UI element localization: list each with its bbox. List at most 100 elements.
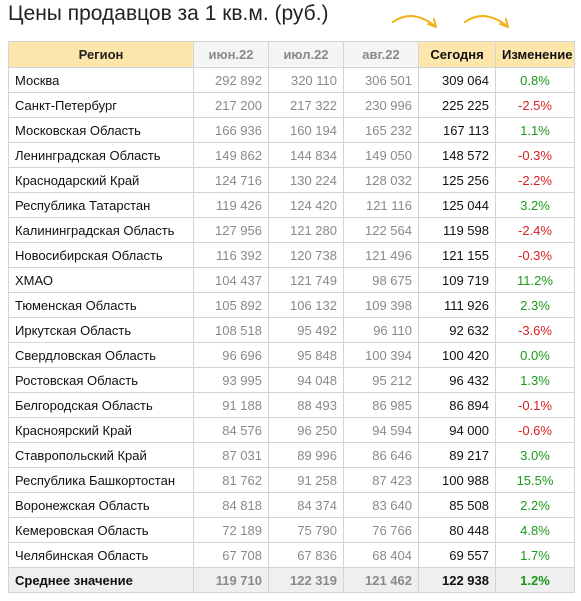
cell-today: 167 113 [418,117,496,143]
cell-today: 89 217 [418,442,496,468]
cell-aug: 86 985 [343,392,419,418]
cell-change: 11.2% [495,267,575,293]
column-header-jul: июл.22 [268,41,344,68]
table-row: Москва 292 892 320 110 306 501 309 064 0.8% [8,67,575,93]
cell-region: Красноярский Край [8,417,194,443]
cell-region: Белгородская Область [8,392,194,418]
cell-jun: 149 862 [193,142,269,168]
cell-change: 4.8% [495,517,575,543]
cell-change: -2.4% [495,217,575,243]
cell-aug: 83 640 [343,492,419,518]
cell-jul: 121 749 [268,267,344,293]
cell-jul: 130 224 [268,167,344,193]
cell-change: 1.2% [495,567,575,593]
cell-change: -0.3% [495,142,575,168]
cell-change: 3.2% [495,192,575,218]
cell-today: 100 420 [418,342,496,368]
table-row: Новосибирская Область 116 392 120 738 121 4… [8,242,575,268]
cell-today: 122 938 [418,567,496,593]
cell-region: Ставропольский Край [8,442,194,468]
cell-change: 15.5% [495,467,575,493]
cell-jun: 84 576 [193,417,269,443]
cell-region: Среднее значение [8,567,194,593]
cell-change: 2.3% [495,292,575,318]
table-row: Тюменская Область 105 892 106 132 109 398 11… [8,292,575,318]
table-row: Санкт-Петербург 217 200 217 322 230 996 225 … [8,92,575,118]
cell-change: 0.8% [495,67,575,93]
cell-change: 1.1% [495,117,575,143]
cell-region: ХМАО [8,267,194,293]
table-row: Республика Татарстан 119 426 124 420 121 11… [8,192,575,218]
column-header-today: Сегодня [418,41,496,68]
cell-jul: 217 322 [268,92,344,118]
cell-aug: 230 996 [343,92,419,118]
cell-today: 148 572 [418,142,496,168]
table-row: Республика Башкортостан 81 762 91 258 87 42… [8,467,575,493]
cell-aug: 87 423 [343,467,419,493]
cell-today: 121 155 [418,242,496,268]
price-table: Регион июн.22 июл.22 авг.22 Сегодня Изме… [8,41,575,593]
cell-region: Тюменская Область [8,292,194,318]
cell-jul: 67 836 [268,542,344,568]
cell-region: Ленинградская Область [8,142,194,168]
cell-aug: 95 212 [343,367,419,393]
cell-change: 1.7% [495,542,575,568]
cell-change: -0.6% [495,417,575,443]
column-header-change: Изменение [495,41,575,68]
cell-region: Краснодарский Край [8,167,194,193]
cell-aug: 149 050 [343,142,419,168]
cell-region: Республика Татарстан [8,192,194,218]
cell-aug: 96 110 [343,317,419,343]
table-row: Краснодарский Край 124 716 130 224 128 032 1… [8,167,575,193]
table-row: Ставропольский Край 87 031 89 996 86 646 89 … [8,442,575,468]
cell-jul: 120 738 [268,242,344,268]
cell-jun: 96 696 [193,342,269,368]
cell-jun: 119 710 [193,567,269,593]
cell-region: Республика Башкортостан [8,467,194,493]
cell-change: 2.2% [495,492,575,518]
table-row: Красноярский Край 84 576 96 250 94 594 94 00… [8,417,575,443]
cell-today: 85 508 [418,492,496,518]
average-row: Среднее значение 119 710 122 319 121 462 122… [8,567,575,593]
cell-jun: 91 188 [193,392,269,418]
cell-jun: 127 956 [193,217,269,243]
table-row: Калининградская Область 127 956 121 280 122… [8,217,575,243]
table-row: Ростовская Область 93 995 94 048 95 212 96 4… [8,367,575,393]
cell-jul: 320 110 [268,67,344,93]
cell-jun: 166 936 [193,117,269,143]
cell-jun: 116 392 [193,242,269,268]
cell-jul: 106 132 [268,292,344,318]
cell-jun: 292 892 [193,67,269,93]
cell-jul: 91 258 [268,467,344,493]
cell-today: 125 044 [418,192,496,218]
cell-region: Новосибирская Область [8,242,194,268]
cell-today: 86 894 [418,392,496,418]
cell-today: 94 000 [418,417,496,443]
table-row: Челябинская Область 67 708 67 836 68 404 69 … [8,542,575,568]
column-header-aug: авг.22 [343,41,419,68]
cell-jun: 81 762 [193,467,269,493]
cell-aug: 86 646 [343,442,419,468]
cell-jul: 84 374 [268,492,344,518]
table-row: Свердловская Область 96 696 95 848 100 394 1… [8,342,575,368]
cell-jul: 95 492 [268,317,344,343]
column-header-region: Регион [8,41,194,68]
cell-aug: 121 116 [343,192,419,218]
cell-aug: 121 462 [343,567,419,593]
page-title: Цены продавцов за 1 кв.м. (руб.) [8,2,329,25]
table-row: Кемеровская Область 72 189 75 790 76 766 80 … [8,517,575,543]
cell-jun: 67 708 [193,542,269,568]
cell-region: Челябинская Область [8,542,194,568]
cell-jul: 94 048 [268,367,344,393]
cell-jun: 72 189 [193,517,269,543]
cell-jun: 124 716 [193,167,269,193]
cell-region: Ростовская Область [8,367,194,393]
cell-region: Москва [8,67,194,93]
cell-aug: 100 394 [343,342,419,368]
cell-today: 225 225 [418,92,496,118]
cell-jul: 95 848 [268,342,344,368]
cell-change: 1.3% [495,367,575,393]
cell-change: -0.3% [495,242,575,268]
table-row: Белгородская Область 91 188 88 493 86 985 86… [8,392,575,418]
cell-today: 96 432 [418,367,496,393]
